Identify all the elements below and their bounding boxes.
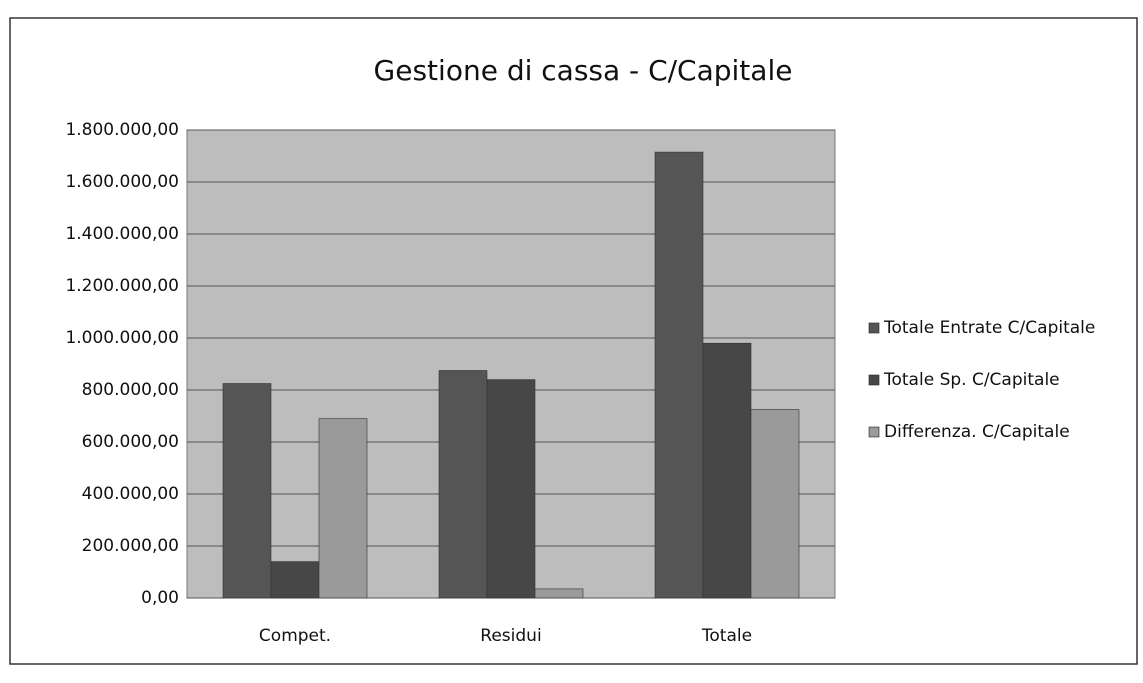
bar bbox=[318, 418, 368, 599]
bar bbox=[270, 561, 320, 599]
bar bbox=[438, 370, 488, 599]
bar bbox=[654, 151, 704, 599]
bar bbox=[222, 383, 272, 599]
y-tick-label: 1.000.000,00 bbox=[65, 328, 179, 348]
y-tick-label: 1.200.000,00 bbox=[65, 276, 179, 296]
bar bbox=[702, 342, 752, 599]
y-tick-label: 1.400.000,00 bbox=[65, 224, 179, 244]
legend-label: Totale Entrate C/Capitale bbox=[883, 318, 1095, 338]
y-tick-label: 400.000,00 bbox=[82, 484, 179, 504]
y-tick-label: 1.600.000,00 bbox=[65, 172, 179, 192]
bar bbox=[534, 588, 584, 599]
legend-label: Differenza. C/Capitale bbox=[884, 422, 1070, 442]
x-tick-label: Totale bbox=[701, 626, 752, 646]
chart-title: Gestione di cassa - C/Capitale bbox=[374, 54, 793, 87]
bar bbox=[750, 409, 800, 599]
y-tick-label: 600.000,00 bbox=[82, 432, 179, 452]
y-tick-label: 1.800.000,00 bbox=[65, 120, 179, 140]
x-tick-label: Compet. bbox=[259, 626, 331, 646]
legend-swatch bbox=[868, 322, 880, 334]
y-tick-label: 800.000,00 bbox=[82, 380, 179, 400]
y-tick-label: 200.000,00 bbox=[82, 536, 179, 556]
x-tick-label: Residui bbox=[480, 626, 541, 646]
legend-swatch bbox=[868, 374, 880, 386]
y-tick-label: 0,00 bbox=[141, 588, 179, 608]
legend-label: Totale Sp. C/Capitale bbox=[883, 370, 1060, 390]
legend-swatch bbox=[868, 426, 880, 438]
bar bbox=[486, 379, 536, 599]
